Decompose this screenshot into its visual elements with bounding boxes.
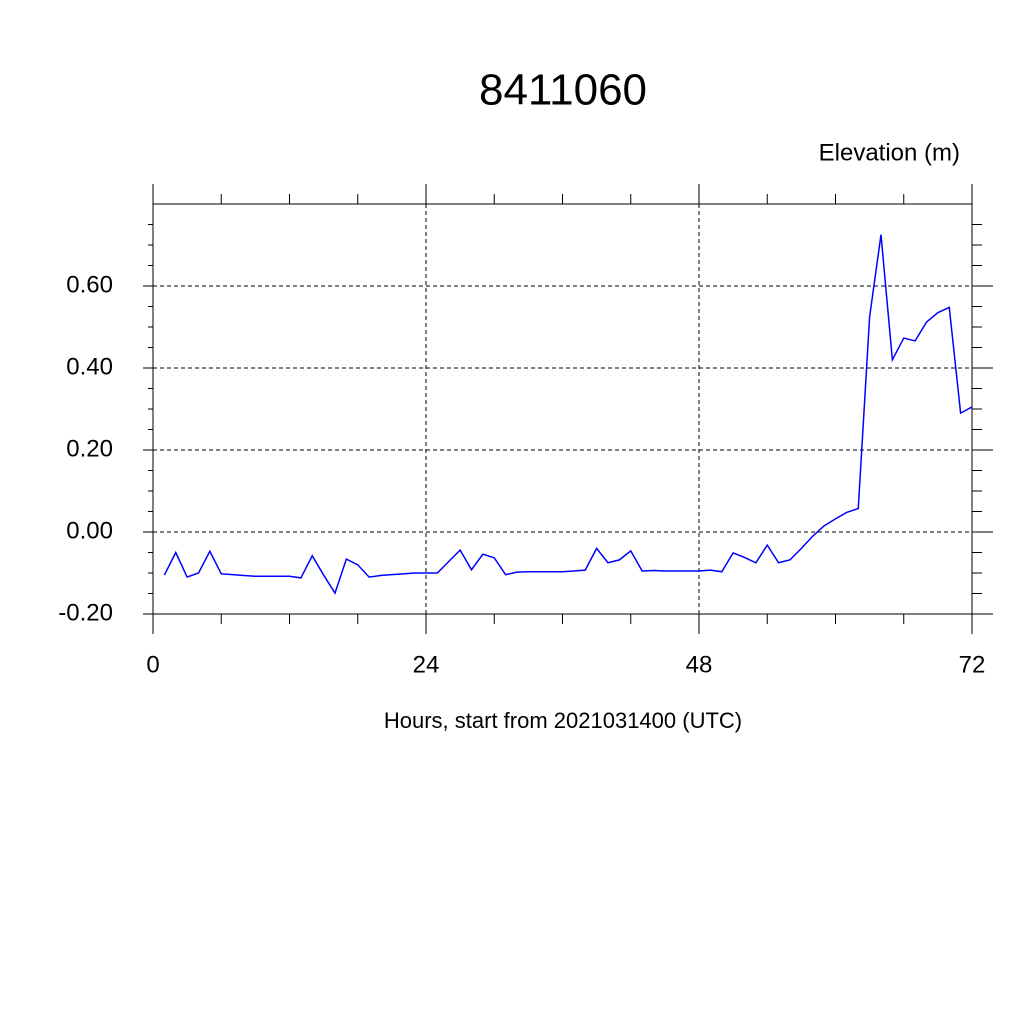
- y-axis-label: Elevation (m): [819, 139, 960, 166]
- chart-title: 8411060: [479, 66, 647, 115]
- x-tick-label: 48: [686, 651, 713, 678]
- y-tick-label: -0.20: [58, 599, 113, 626]
- x-tick-label: 0: [146, 651, 159, 678]
- y-tick-label: 0.20: [66, 435, 113, 462]
- x-tick-label: 24: [413, 651, 440, 678]
- y-tick-label: 0.60: [66, 271, 113, 298]
- x-tick-label: 72: [959, 651, 986, 678]
- x-axis-label: Hours, start from 2021031400 (UTC): [384, 708, 742, 733]
- data-line: [163, 234, 973, 595]
- y-tick-label: 0.40: [66, 353, 113, 380]
- plot-frame: [152, 203, 973, 615]
- y-tick-label: 0.00: [66, 517, 113, 544]
